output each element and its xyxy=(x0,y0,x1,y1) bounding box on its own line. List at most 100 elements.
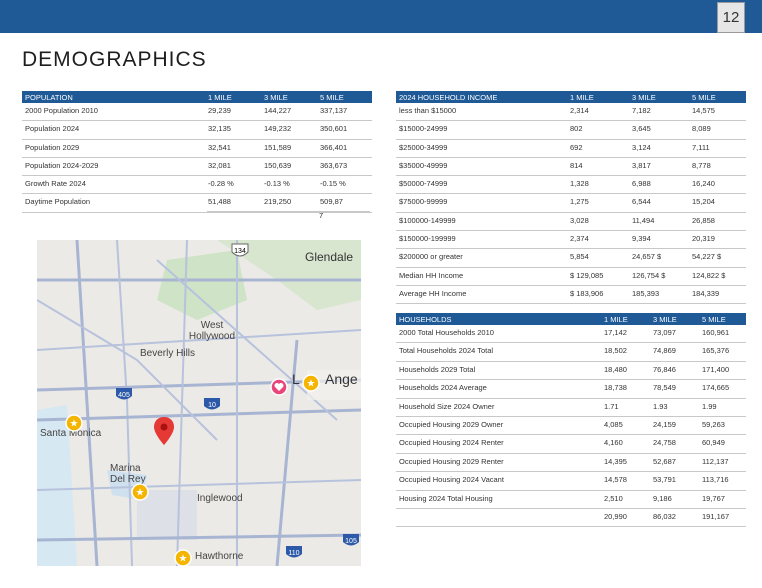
cell-3-mile: 144,227 xyxy=(264,106,292,115)
table-row: $200000 or greater 5,854 24,657 $ 54,227 $ xyxy=(396,249,746,268)
star-marker-icon[interactable]: ★ xyxy=(174,549,192,566)
cell-3-mile: 185,393 xyxy=(632,288,660,298)
cell-1-mile: 1,328 xyxy=(570,179,589,189)
cell-1-mile: 18,480 xyxy=(604,364,627,374)
row-label: $75000-99999 xyxy=(399,197,448,207)
table-row: Occupied Housing 2029 Renter 14,395 52,687… xyxy=(396,454,746,473)
cell-1-mile: 1,275 xyxy=(570,197,589,207)
cell-5-mile: 8,778 xyxy=(692,160,711,170)
table-row: Population 2024-2029 32,081 150,639 363,673 xyxy=(22,158,372,177)
cell-5-mile: -0.15 % xyxy=(320,179,346,189)
row-label: $100000-149999 xyxy=(399,215,456,225)
header-3-mile: 3 MILE xyxy=(632,93,656,102)
cell-5-mile: 174,665 xyxy=(702,383,730,393)
table-row: Housing 2024 Total Housing 2,510 9,186 19,7… xyxy=(396,491,746,509)
star-marker-icon[interactable]: ★ xyxy=(302,374,320,392)
map-label-hawthorne: Hawthorne xyxy=(195,551,244,562)
cell-3-mile: 74,869 xyxy=(653,346,676,356)
table-row: $25000-34999 692 3,124 7,111 xyxy=(396,140,746,158)
households-table: HOUSEHOLDS 1 MILE 3 MILE 5 MILE 2000 Tot… xyxy=(396,313,746,528)
cell-1-mile: 29,239 xyxy=(208,106,231,115)
table-row: $35000-49999 814 3,817 8,778 xyxy=(396,158,746,177)
cell-5-mile: 16,240 xyxy=(692,179,715,189)
map-label-la-l: L xyxy=(292,371,300,387)
header-households: HOUSEHOLDS xyxy=(399,315,452,324)
row-label: Median HH Income xyxy=(399,270,464,280)
cell-5-mile: 15,204 xyxy=(692,197,715,207)
cell-1-mile: 2,510 xyxy=(604,493,623,503)
table-row: Growth Rate 2024 -0.28 % -0.13 % -0.15 % xyxy=(22,176,372,195)
cell-5-mile: 113,716 xyxy=(702,475,729,485)
cell-5-mile: 20,319 xyxy=(692,234,715,244)
table-row: $15000-24999 802 3,645 8,089 xyxy=(396,121,746,140)
row-label: Occupied Housing 2029 Owner xyxy=(399,419,504,429)
cell-3-mile: 76,846 xyxy=(653,364,676,374)
map-label-west-hollywood: West Hollywood xyxy=(188,320,236,342)
table-row: Population 2024 32,135 149,232 350,601 xyxy=(22,121,372,140)
cell-1-mile: -0.28 % xyxy=(208,179,234,189)
svg-text:★: ★ xyxy=(179,554,188,565)
header-5-mile: 5 MILE xyxy=(692,93,716,102)
highway-shield-10-icon: 10 xyxy=(204,398,220,410)
table-row: Household Size 2024 Owner 1.71 1.93 1.99 xyxy=(396,399,746,417)
population-trailing: 7 xyxy=(319,211,324,220)
map-label-glendale: Glendale xyxy=(305,250,354,264)
cell-5-mile: 1.99 xyxy=(702,401,717,411)
households-table-header: HOUSEHOLDS 1 MILE 3 MILE 5 MILE xyxy=(396,313,746,325)
row-label: Population 2029 xyxy=(25,142,80,152)
cell-5-mile: 124,822 $ xyxy=(692,270,726,280)
row-label: Daytime Population xyxy=(25,197,91,207)
table-row: $50000-74999 1,328 6,988 16,240 xyxy=(396,176,746,195)
table-row: 2000 Total Households 2010 17,142 73,097 16… xyxy=(396,325,746,344)
cell-1-mile: 18,738 xyxy=(604,383,627,393)
header-5-mile: 5 MILE xyxy=(320,93,344,102)
shield-105-text: 105 xyxy=(345,538,357,545)
cell-3-mile: -0.13 % xyxy=(264,179,290,189)
table-row: $75000-99999 1,275 6,544 15,204 xyxy=(396,194,746,213)
cell-3-mile: 3,645 xyxy=(632,124,651,134)
location-map[interactable]: Glendale West Hollywood Beverly Hills L … xyxy=(37,240,361,566)
cell-1-mile: 17,142 xyxy=(604,328,627,337)
header-household-income: 2024 HOUSEHOLD INCOME xyxy=(399,93,498,102)
favorite-place-icon[interactable] xyxy=(270,378,288,396)
row-label: $200000 or greater xyxy=(399,252,463,262)
cell-1-mile: 5,854 xyxy=(570,252,589,262)
shield-405-text: 405 xyxy=(118,392,130,399)
header-1-mile: 1 MILE xyxy=(208,93,232,102)
highway-shield-134-icon: 134 xyxy=(231,243,249,257)
table-row: Households 2029 Total 18,480 76,846 171,400 xyxy=(396,362,746,381)
map-label-beverly-hills: Beverly Hills xyxy=(140,348,196,359)
location-pin-icon[interactable] xyxy=(153,416,175,446)
table-row: 20,990 86,032 191,167 xyxy=(396,509,746,528)
cell-3-mile: 86,032 xyxy=(653,511,676,521)
table-row: Occupied Housing 2024 Renter 4,160 24,758 6… xyxy=(396,435,746,454)
table-row: less than $15000 2,314 7,182 14,575 xyxy=(396,103,746,122)
table-row: Population 2029 32,541 151,589 366,401 xyxy=(22,140,372,158)
cell-1-mile: 32,081 xyxy=(208,160,231,170)
svg-text:★: ★ xyxy=(70,419,79,430)
highway-shield-110-icon: 110 xyxy=(286,546,302,558)
row-label: Occupied Housing 2024 Vacant xyxy=(399,475,504,485)
cell-5-mile: 160,961 xyxy=(702,328,730,337)
cell-3-mile: 78,549 xyxy=(653,383,676,393)
header-1-mile: 1 MILE xyxy=(604,315,628,324)
star-marker-icon[interactable]: ★ xyxy=(131,483,149,501)
cell-5-mile: 14,575 xyxy=(692,106,715,115)
shield-134-text: 134 xyxy=(234,248,246,255)
cell-1-mile: 32,135 xyxy=(208,124,231,134)
header-5-mile: 5 MILE xyxy=(702,315,726,324)
population-underline xyxy=(207,211,370,212)
cell-3-mile: 24,758 xyxy=(653,438,676,448)
table-row: $100000-149999 3,028 11,494 26,858 xyxy=(396,213,746,232)
row-label: Households 2024 Average xyxy=(399,383,487,393)
cell-1-mile: 3,028 xyxy=(570,215,589,225)
table-row: Median HH Income $ 129,085 126,754 $ 124,82… xyxy=(396,268,746,286)
star-marker-icon[interactable]: ★ xyxy=(65,414,83,432)
map-label-la-ange: Ange xyxy=(325,371,358,387)
table-row: Total Households 2024 Total 18,502 74,869 1… xyxy=(396,343,746,362)
cell-1-mile: 814 xyxy=(570,160,583,170)
cell-5-mile: 363,673 xyxy=(320,160,348,170)
header-3-mile: 3 MILE xyxy=(653,315,677,324)
cell-1-mile: 4,160 xyxy=(604,438,623,448)
cell-1-mile: 32,541 xyxy=(208,142,231,152)
